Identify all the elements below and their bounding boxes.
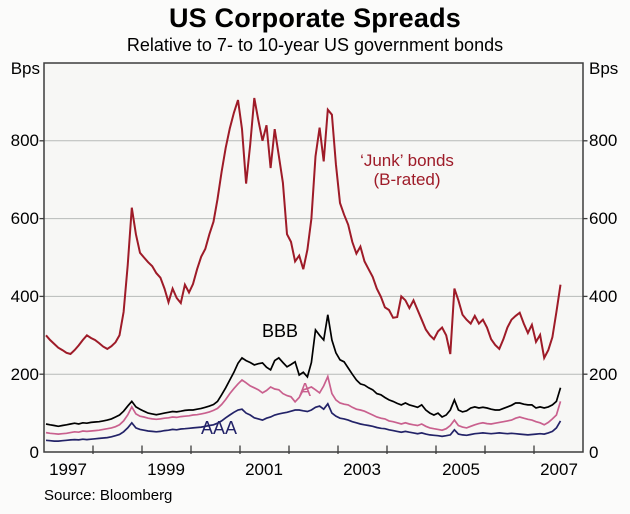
x-tick-label-1997: 1997 [49,460,87,479]
y-tick-label-left-0: 0 [29,443,39,462]
y-tick-label-left-600: 600 [10,209,39,228]
chart-subtitle: Relative to 7- to 10-year US government … [126,35,504,55]
y-tick-label-right-600: 600 [589,209,618,228]
series-line-aaa [45,402,562,442]
plot-frame [43,62,584,453]
series-label-bbb: BBB [262,321,299,341]
plot-background [44,63,583,452]
series-label-junk: ‘Junk’ bonds (B-rated) [321,151,493,189]
series-line-a [45,373,562,435]
series-label-junk-line2: (B-rated) [373,170,441,189]
y-tick-label-right-0: 0 [589,443,599,462]
y-tick-label-right-800: 800 [589,131,618,150]
series-line--junk-bonds-b-rated- [45,97,562,361]
y-tick-label-left-800: 800 [10,131,39,150]
x-tick-label-2005: 2005 [442,460,480,479]
series-line-bbb [45,314,562,428]
y-tick-label-right-400: 400 [589,287,618,306]
y-axis-unit-right: Bps [589,59,619,78]
y-tick-label-right-200: 200 [589,365,618,384]
x-tick-label-2003: 2003 [343,460,381,479]
y-tick-label-left-400: 400 [10,287,39,306]
y-tick-label-left-200: 200 [10,365,39,384]
chart-title: US Corporate Spreads [168,3,462,33]
x-tick-label-1999: 1999 [147,460,185,479]
series-label-a: A [299,380,312,400]
source-note: Source: Bloomberg [44,487,173,504]
y-axis-unit-left: Bps [10,59,40,78]
series-label-junk-line1: ‘Junk’ bonds [360,151,454,170]
x-tick-label-2001: 2001 [245,460,283,479]
x-tick-label-2007: 2007 [540,460,578,479]
series-label-aaa: AAA [201,418,238,438]
